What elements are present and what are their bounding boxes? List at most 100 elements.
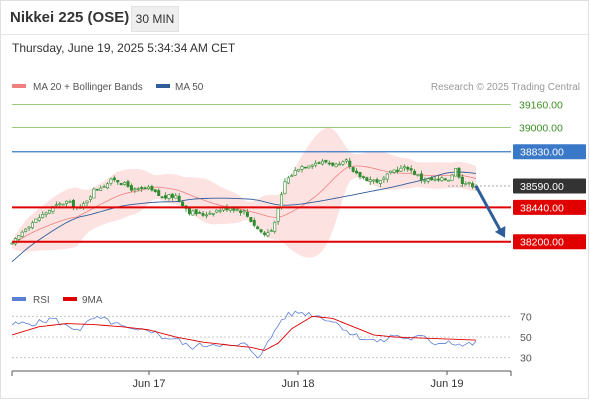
candle-body <box>307 165 311 169</box>
candle-body <box>283 181 287 195</box>
candle-body <box>331 162 335 166</box>
candle-body <box>409 168 413 171</box>
candle-body <box>136 188 140 190</box>
candle-body <box>320 160 324 165</box>
x-axis-tick-label: Jun 17 <box>132 378 165 390</box>
candle-body <box>191 210 195 216</box>
ma50-legend-swatch <box>156 84 170 88</box>
candle-body <box>471 183 475 188</box>
ma50-line <box>11 171 477 263</box>
candle-body <box>112 177 116 181</box>
level-label: 38590.00 <box>520 181 564 193</box>
candle-body <box>95 188 99 191</box>
candle-body <box>235 209 239 211</box>
candle-body <box>71 199 75 208</box>
instrument-title: Nikkei 225 (OSE) <box>10 9 130 26</box>
candle-body <box>358 172 362 178</box>
candle-body <box>389 170 393 173</box>
candle-body <box>269 230 273 232</box>
rsi-ma-legend-label: 9MA <box>82 295 103 306</box>
candle-body <box>164 195 168 199</box>
candle-body <box>419 173 423 181</box>
candle-body <box>34 218 38 223</box>
candle-body <box>365 177 369 182</box>
candle-body <box>208 212 212 215</box>
candle-body <box>314 162 318 166</box>
candle-body <box>406 167 410 170</box>
candle-body <box>396 169 400 172</box>
timeframe-button[interactable]: 30 MIN <box>131 6 179 32</box>
price-panel: 39160.00 39000.00 38830.00 38590.00 38440.00… <box>10 100 586 263</box>
candle-body <box>211 213 215 215</box>
level-label-box <box>513 144 586 160</box>
candle-body <box>385 173 389 180</box>
x-axis: Jun 17 Jun 18 Jun 19 <box>11 370 512 390</box>
candle-body <box>102 186 106 188</box>
candle-body <box>37 217 41 221</box>
x-axis-tick-label: Jun 19 <box>430 378 463 390</box>
forecast-arrow-head <box>494 226 506 238</box>
candle-body <box>286 177 290 184</box>
level-label: 38440.00 <box>520 202 564 214</box>
candle-body <box>85 200 89 204</box>
x-axis-tick-label: Jun 18 <box>281 378 314 390</box>
candle-body <box>157 190 161 196</box>
ma50-legend-label: MA 50 <box>175 82 204 93</box>
candle-body <box>249 217 253 222</box>
rsi-tick-label: 70 <box>520 311 532 323</box>
candle-body <box>300 166 304 170</box>
candle-body <box>440 177 444 181</box>
legend: MA 20 + Bollinger Bands MA 50 Research ©… <box>12 82 580 93</box>
candle-body <box>259 229 263 233</box>
candle-body <box>150 186 154 191</box>
candle-body <box>218 210 222 212</box>
candle-body <box>467 182 471 184</box>
candle-body <box>327 162 331 165</box>
candle-body <box>140 187 144 189</box>
candle-body <box>153 189 157 193</box>
candle-body <box>92 188 96 199</box>
candle-body <box>293 170 297 176</box>
candle-body <box>245 211 249 217</box>
candle-body <box>399 167 403 172</box>
credit-text: Research © 2025 Trading Central <box>431 82 580 93</box>
candle-body <box>17 235 21 240</box>
ma20-legend-label: MA 20 + Bollinger Bands <box>33 82 143 93</box>
candle-body <box>443 178 447 181</box>
candle-body <box>194 209 198 215</box>
candle-body <box>426 178 430 182</box>
candle-body <box>262 232 266 235</box>
level-label-box <box>513 178 586 194</box>
candle-body <box>160 196 164 199</box>
candle-body <box>65 200 69 204</box>
rsi-legend-swatch <box>12 297 26 301</box>
candle-body <box>116 180 120 183</box>
candle-body <box>20 231 24 237</box>
candle-body <box>372 179 376 182</box>
candle-body <box>430 177 434 181</box>
candle-body <box>423 179 427 182</box>
candle-body <box>174 195 178 199</box>
candle-body <box>99 187 103 191</box>
candle-body <box>348 160 352 167</box>
candle-body <box>167 194 171 199</box>
level-label: 38200.00 <box>520 237 564 249</box>
candle-body <box>454 167 458 177</box>
candle-body <box>341 161 345 165</box>
candle-body <box>378 180 382 184</box>
candle-body <box>129 185 133 191</box>
bollinger-band <box>12 127 476 258</box>
candle-body <box>334 163 338 168</box>
candle-body <box>10 242 14 245</box>
rsi-ma-legend-swatch <box>63 297 77 301</box>
candle-body <box>187 207 191 215</box>
candle-body <box>133 188 137 191</box>
rsi-tick-label: 50 <box>520 332 532 344</box>
candle-body <box>276 208 280 222</box>
candle-body <box>457 167 461 178</box>
candle-body <box>450 174 454 181</box>
candle-body <box>201 213 205 216</box>
candle-body <box>344 159 348 162</box>
candle-body <box>266 232 270 237</box>
